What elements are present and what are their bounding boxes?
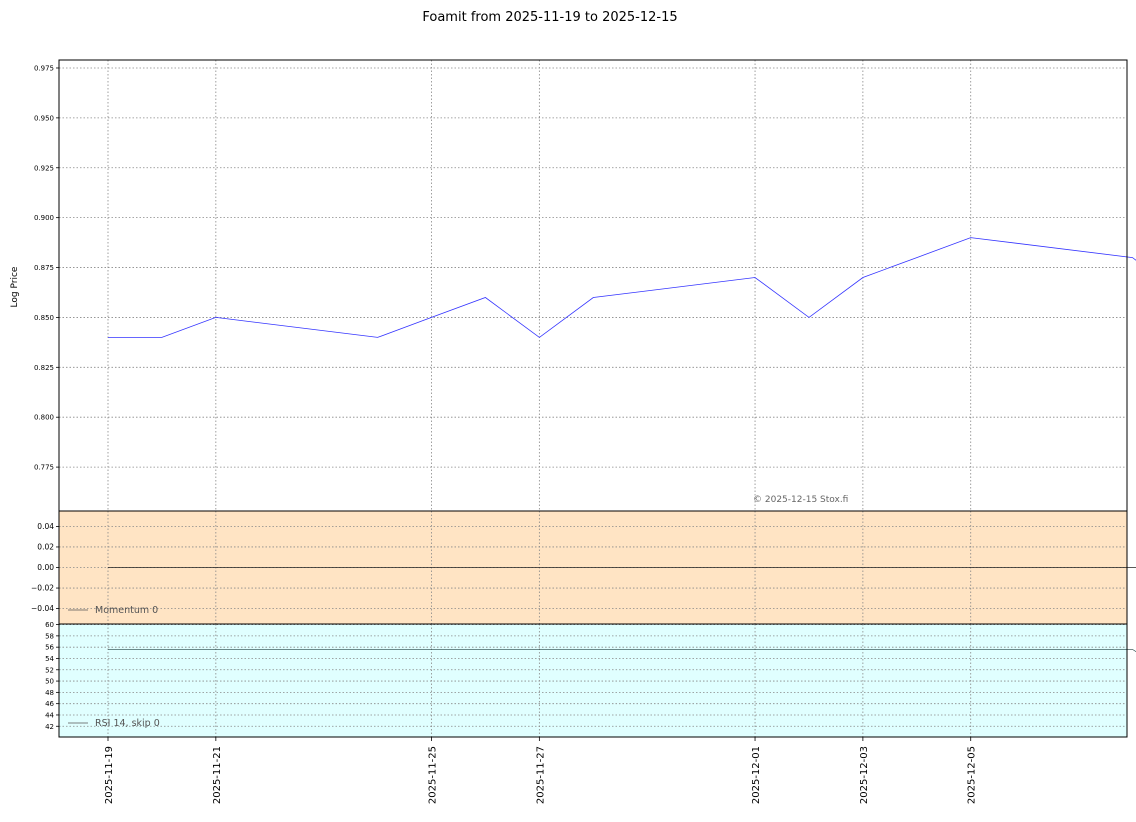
momentum-panel: 0.04 0.02 0.00 −0.02 −0.04 Momentum 0 <box>31 510 1136 625</box>
price-ytick-label: 0.850 <box>34 314 54 322</box>
rsi-ytick-label: 52 <box>45 666 54 674</box>
price-ytick-label: 0.900 <box>34 214 54 222</box>
momentum-ytick-label: 0.04 <box>37 522 54 531</box>
price-ytick-label: 0.800 <box>34 414 54 422</box>
price-ytick-label: 0.775 <box>34 464 54 472</box>
rsi-ytick-label: 56 <box>45 644 54 652</box>
rsi-frame <box>58 623 1128 738</box>
price-panel: 0.775 0.800 0.825 0.850 0.875 0.900 0.925 0.950… <box>34 59 1136 512</box>
watermark: © 2025-12-15 Stox.fi <box>753 495 848 505</box>
price-background <box>59 60 1127 511</box>
price-ytick-label: 0.950 <box>34 114 54 122</box>
rsi-ytick-label: 46 <box>45 700 54 708</box>
rsi-ytick-label: 60 <box>45 621 54 629</box>
x-tick-label: 2025-11-25 <box>428 746 439 804</box>
price-ytick-label: 0.975 <box>34 64 54 72</box>
price-ytick-label: 0.825 <box>34 364 54 372</box>
price-series-line <box>108 237 1136 338</box>
rsi-ytick-label: 42 <box>45 723 54 731</box>
rsi-series-line <box>108 649 1136 652</box>
rsi-ytick-label: 50 <box>45 678 54 686</box>
x-tick-label: 2025-11-19 <box>104 746 115 804</box>
momentum-ytick-label: 0.00 <box>37 563 54 572</box>
chart-title: Foamit from 2025-11-19 to 2025-12-15 <box>422 10 677 25</box>
momentum-ytick-label: −0.02 <box>31 584 54 593</box>
rsi-panel: 60 58 56 54 52 50 48 46 44 42 RSI 14, skip 0 <box>45 621 1136 738</box>
x-tick-label: 2025-12-05 <box>967 746 978 804</box>
momentum-legend-label: Momentum 0 <box>95 605 158 616</box>
x-axis: 2025-11-19 2025-11-21 2025-11-25 2025-11-27… <box>104 737 978 804</box>
rsi-ytick-label: 44 <box>45 711 54 719</box>
x-tick-label: 2025-11-21 <box>212 746 223 804</box>
rsi-ytick-label: 54 <box>45 655 54 663</box>
x-tick-label: 2025-12-03 <box>859 746 870 804</box>
x-tick-label: 2025-11-27 <box>535 746 546 804</box>
momentum-ytick-label: 0.02 <box>37 542 54 551</box>
y-axis-label: Log Price <box>10 266 20 307</box>
rsi-legend-label: RSI 14, skip 0 <box>95 718 160 729</box>
price-ytick-label: 0.875 <box>34 264 54 272</box>
rsi-ytick-label: 48 <box>45 689 54 697</box>
x-tick-label: 2025-12-01 <box>751 746 762 804</box>
price-ytick-label: 0.925 <box>34 164 54 172</box>
rsi-ytick-label: 58 <box>45 632 54 640</box>
momentum-ytick-label: −0.04 <box>31 604 54 613</box>
rsi-background <box>59 624 1127 737</box>
